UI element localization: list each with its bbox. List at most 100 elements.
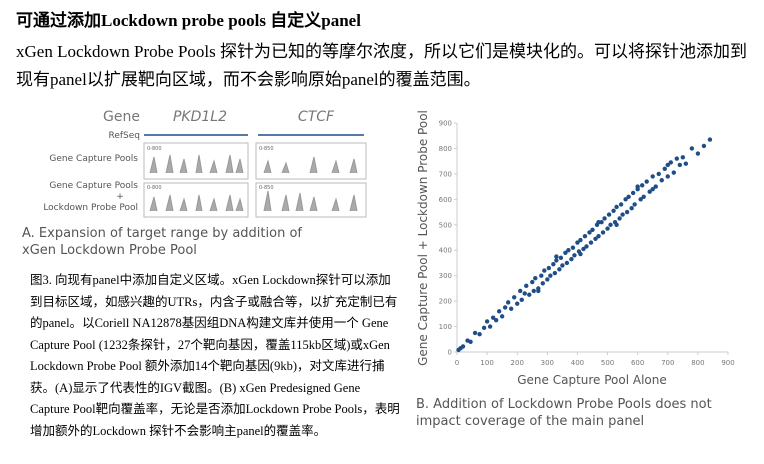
point (606, 212, 612, 217)
point (665, 162, 670, 168)
figure-a: Gene PKD1L2 CTCF RefSeq 0-800 0-850 0-80… (22, 109, 367, 258)
point (614, 222, 619, 227)
point (624, 209, 630, 215)
point (630, 190, 636, 196)
intro: xGen Lockdown Probe Pools 探针为已知的等摩尔浓度，所以… (16, 42, 747, 89)
point (701, 143, 707, 149)
point (680, 155, 686, 160)
y-tick-label: 300 (439, 272, 452, 280)
point (602, 216, 607, 221)
gene-name: PKD1L2 (173, 109, 227, 125)
track-box (255, 142, 367, 180)
y-tick-label: 600 (439, 196, 452, 204)
x-tick-label: 500 (601, 359, 614, 367)
point (588, 240, 594, 245)
point (487, 324, 493, 329)
point (552, 270, 558, 276)
point (659, 178, 664, 183)
point (650, 186, 655, 192)
caption-b: B. Addition of Lockdown Probe Pools does… (416, 397, 712, 429)
y-axis-label: Gene Capture Pool + Lockdown Probe Pool (416, 110, 430, 366)
point (490, 315, 496, 320)
point (566, 248, 571, 253)
track-label: Lockdown Probe Pool (43, 203, 138, 213)
point (635, 184, 640, 189)
point (542, 268, 547, 273)
point (596, 234, 601, 239)
point (540, 281, 546, 286)
y-tick-label: 400 (439, 247, 452, 255)
point (557, 267, 562, 272)
x-tick-label: 400 (571, 359, 584, 367)
chart: Gene Capture Pool + Lockdown Probe Pool … (416, 110, 735, 429)
caption-a: A. Expansion of target range by addition… (22, 226, 302, 258)
point (575, 240, 580, 245)
y-tick-label: 900 (439, 120, 452, 128)
x-tick-label: 0 (455, 359, 459, 367)
point (683, 161, 689, 166)
x-tick-label: 300 (541, 359, 554, 367)
coverage (149, 154, 358, 174)
point (569, 256, 574, 262)
point (590, 227, 595, 233)
point (481, 325, 487, 331)
point (618, 202, 624, 207)
point (629, 206, 634, 211)
point (527, 292, 532, 297)
point (518, 288, 523, 294)
point (477, 331, 482, 337)
track-box (143, 142, 249, 180)
y-tick-label: 100 (439, 323, 452, 331)
point (548, 273, 553, 278)
point (593, 236, 598, 241)
point (460, 344, 466, 349)
point (578, 251, 583, 257)
point (599, 220, 604, 225)
track-label: Gene Capture Pools (49, 154, 138, 164)
point (614, 204, 619, 210)
point (468, 339, 473, 345)
point (558, 255, 564, 261)
point (546, 265, 552, 271)
point (496, 309, 502, 314)
track-label: + (116, 192, 124, 202)
point (512, 295, 517, 300)
point (572, 253, 577, 258)
point (656, 171, 661, 177)
point (608, 222, 613, 227)
point (689, 146, 695, 151)
point (596, 220, 601, 225)
point (570, 245, 576, 250)
point (499, 314, 505, 319)
scale-label: 0-850 (259, 185, 274, 191)
x-tick-label: 800 (691, 359, 704, 367)
point (584, 244, 589, 249)
point (493, 317, 499, 323)
point (564, 260, 570, 266)
figure-caption: 图3. 向现有panel中添加自定义区域。xGen Lockdown探针可以添加… (30, 273, 400, 438)
point (639, 183, 645, 188)
point (533, 276, 538, 281)
caption-b-text: B. Addition of Lockdown Probe Pools does… (416, 397, 712, 429)
x-tick-label: 100 (480, 359, 493, 367)
point (650, 174, 655, 179)
point (587, 230, 592, 235)
x-tick-label: 200 (511, 359, 524, 367)
point (551, 262, 556, 267)
point (582, 234, 588, 239)
y-tick-label: 0 (448, 349, 452, 357)
point (611, 208, 616, 213)
gene-name: CTCF (298, 109, 335, 125)
point (638, 197, 643, 202)
point (539, 273, 544, 278)
point (671, 170, 676, 175)
point (665, 174, 670, 179)
track-box (143, 182, 249, 218)
x-tick-label: 700 (661, 359, 674, 367)
point (536, 288, 541, 294)
point (623, 197, 628, 202)
point (605, 226, 610, 231)
y-tick-label: 700 (439, 170, 452, 178)
coverage (149, 190, 358, 212)
